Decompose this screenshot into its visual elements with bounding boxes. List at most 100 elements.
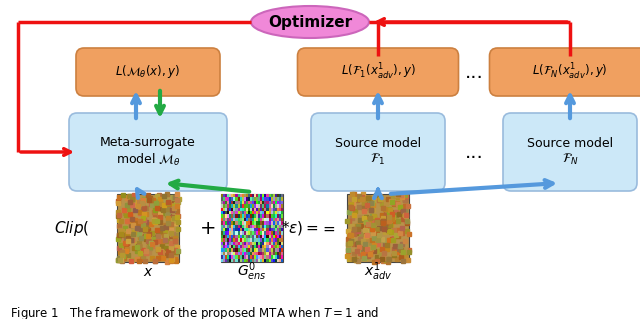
Bar — [244, 235, 246, 238]
Bar — [254, 255, 256, 259]
Bar — [250, 228, 252, 231]
Bar — [271, 249, 273, 252]
Bar — [242, 231, 244, 235]
Text: $L(\mathcal{F}_N(x^1_{adv}), y)$: $L(\mathcal{F}_N(x^1_{adv}), y)$ — [532, 62, 608, 82]
Bar — [221, 194, 223, 197]
Bar — [269, 255, 271, 259]
Bar — [237, 225, 239, 228]
Bar — [260, 221, 262, 225]
Bar — [250, 231, 252, 235]
Bar — [236, 201, 237, 204]
Bar — [223, 238, 225, 241]
Bar — [281, 259, 283, 262]
Bar — [281, 252, 283, 255]
Bar — [234, 245, 236, 249]
Bar — [221, 194, 283, 262]
Bar — [266, 201, 269, 204]
Bar — [236, 197, 237, 201]
Bar — [221, 245, 223, 249]
Bar — [258, 231, 260, 235]
Bar — [279, 218, 281, 221]
Bar — [260, 249, 262, 252]
Bar — [254, 252, 256, 255]
Text: ...: ... — [465, 143, 483, 161]
Bar — [237, 197, 239, 201]
Bar — [256, 208, 258, 211]
Bar — [229, 231, 231, 235]
Bar — [252, 211, 254, 214]
Bar — [256, 238, 258, 241]
Bar — [229, 252, 231, 255]
Bar — [277, 238, 279, 241]
Bar — [262, 252, 264, 255]
Bar — [234, 231, 236, 235]
Bar — [227, 259, 229, 262]
Bar — [256, 204, 258, 208]
Bar — [242, 259, 244, 262]
Bar — [252, 228, 254, 231]
Bar — [281, 238, 283, 241]
Bar — [225, 211, 227, 214]
Bar — [258, 221, 260, 225]
Bar — [277, 204, 279, 208]
FancyBboxPatch shape — [69, 113, 227, 191]
Bar — [221, 235, 223, 238]
Bar — [234, 204, 236, 208]
Bar — [225, 255, 227, 259]
Bar — [281, 245, 283, 249]
Bar — [237, 238, 239, 241]
Bar — [258, 255, 260, 259]
Bar — [221, 201, 223, 204]
Bar — [250, 259, 252, 262]
Bar — [279, 252, 281, 255]
Bar — [264, 197, 266, 201]
Bar — [231, 235, 234, 238]
Text: $G^0_{ens}$: $G^0_{ens}$ — [237, 261, 267, 283]
Bar — [262, 211, 264, 214]
Bar — [262, 218, 264, 221]
Bar — [279, 241, 281, 245]
Bar — [229, 249, 231, 252]
Bar — [269, 231, 271, 235]
Bar — [225, 228, 227, 231]
Bar — [234, 238, 236, 241]
Bar — [234, 221, 236, 225]
Bar — [229, 255, 231, 259]
Bar — [258, 214, 260, 218]
Bar — [258, 218, 260, 221]
Bar — [225, 201, 227, 204]
Bar — [266, 228, 269, 231]
Bar — [234, 255, 236, 259]
Bar — [242, 201, 244, 204]
Bar — [223, 245, 225, 249]
Bar — [269, 204, 271, 208]
Text: Meta-surrogate
model $\mathcal{M}_{\theta}$: Meta-surrogate model $\mathcal{M}_{\thet… — [100, 136, 196, 168]
Bar — [244, 228, 246, 231]
Bar — [273, 221, 275, 225]
Bar — [244, 259, 246, 262]
Bar — [273, 245, 275, 249]
Bar — [269, 197, 271, 201]
Bar — [279, 235, 281, 238]
Bar — [269, 235, 271, 238]
Bar — [239, 228, 242, 231]
Bar — [252, 208, 254, 211]
Bar — [262, 259, 264, 262]
Bar — [237, 252, 239, 255]
Bar — [254, 194, 256, 197]
Bar — [246, 211, 248, 214]
Bar — [225, 235, 227, 238]
Bar — [242, 235, 244, 238]
Bar — [227, 201, 229, 204]
Bar — [277, 218, 279, 221]
Text: $+$: $+$ — [199, 219, 215, 238]
Bar — [275, 194, 277, 197]
Bar — [231, 225, 234, 228]
Bar — [271, 259, 273, 262]
Bar — [234, 218, 236, 221]
Bar — [246, 208, 248, 211]
Bar — [117, 194, 179, 262]
Bar — [279, 221, 281, 225]
Bar — [225, 214, 227, 218]
Bar — [248, 259, 250, 262]
